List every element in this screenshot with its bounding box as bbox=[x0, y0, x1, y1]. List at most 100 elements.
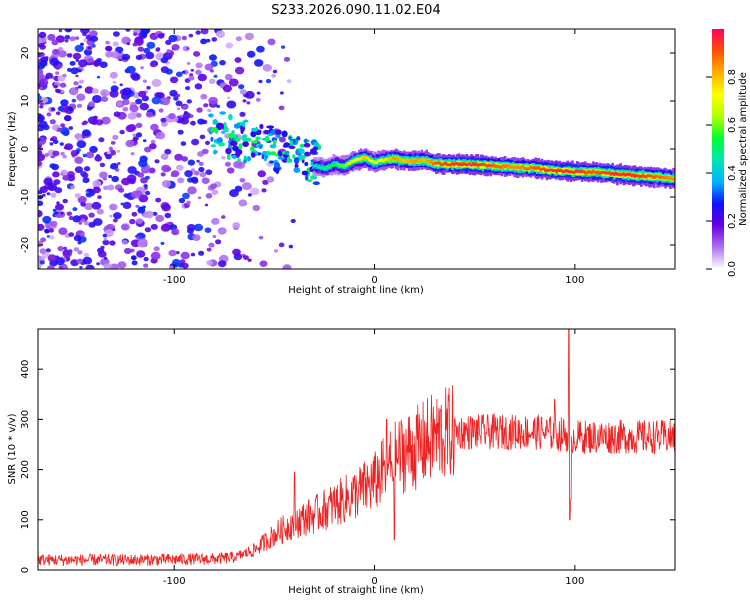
ridge-cell bbox=[463, 162, 467, 166]
ridge-cell bbox=[334, 163, 337, 167]
noise-cell bbox=[171, 170, 180, 178]
noise-cell bbox=[186, 228, 194, 234]
noise-cell bbox=[169, 76, 179, 84]
ridge-cell bbox=[500, 165, 504, 169]
snr-y-tick-label: 0 bbox=[20, 567, 31, 573]
ridge-cell bbox=[553, 169, 557, 172]
noise-cell bbox=[84, 86, 94, 94]
noise-cell bbox=[73, 247, 80, 252]
transition-cell bbox=[242, 120, 246, 128]
noise-cell bbox=[42, 215, 52, 224]
noise-cell bbox=[206, 247, 212, 252]
noise-cell bbox=[226, 167, 235, 174]
noise-cell bbox=[193, 223, 204, 232]
ridge-cell bbox=[635, 174, 638, 177]
noise-cell bbox=[193, 170, 200, 176]
noise-cell bbox=[88, 221, 96, 228]
snr-ticks: -100 0 100 0 100 200 300 400 bbox=[20, 329, 675, 587]
noise-cell bbox=[39, 86, 44, 90]
ridge-cell bbox=[670, 176, 674, 180]
ridge-cell bbox=[561, 170, 565, 174]
noise-cell bbox=[182, 104, 189, 110]
noise-cell bbox=[190, 168, 196, 173]
ridge-cell bbox=[316, 165, 319, 169]
ridge-cell bbox=[593, 170, 597, 174]
ridge-cell bbox=[431, 162, 435, 166]
noise-cell bbox=[143, 256, 149, 262]
noise-cell bbox=[112, 218, 118, 223]
noise-cell bbox=[113, 111, 121, 117]
noise-cell bbox=[179, 259, 186, 264]
ridge-cell bbox=[314, 164, 318, 167]
noise-cell bbox=[195, 62, 203, 69]
figure-title: S233.2026.090.11.02.E04 bbox=[271, 3, 440, 18]
transition-cell bbox=[263, 129, 271, 135]
ridge-cell bbox=[427, 160, 430, 163]
noise-cell bbox=[169, 89, 178, 97]
noise-cell bbox=[144, 210, 154, 219]
noise-cell bbox=[90, 35, 99, 42]
ridge-cell bbox=[313, 164, 316, 168]
noise-cell bbox=[75, 74, 79, 78]
ridge-cell bbox=[399, 158, 403, 162]
noise-cell bbox=[124, 247, 132, 255]
transition-cell bbox=[285, 150, 290, 156]
noise-cell bbox=[181, 70, 186, 74]
noise-cell bbox=[239, 111, 246, 117]
noise-cell bbox=[282, 264, 292, 269]
noise-cell bbox=[185, 86, 191, 91]
noise-cell bbox=[205, 140, 210, 145]
transition-cell bbox=[246, 156, 251, 162]
transition-cell bbox=[269, 160, 274, 164]
noise-cell bbox=[196, 107, 203, 113]
transition-cell bbox=[258, 144, 263, 149]
noise-cell bbox=[105, 45, 113, 52]
noise-cell bbox=[200, 29, 209, 35]
ridge-cell bbox=[569, 170, 573, 173]
transition-cell bbox=[232, 145, 239, 152]
ridge-cell bbox=[470, 163, 473, 167]
noise-cell bbox=[244, 32, 254, 41]
ridge-cell bbox=[350, 160, 353, 164]
noise-cell bbox=[188, 33, 194, 38]
noise-cell bbox=[184, 170, 193, 178]
ridge-cell bbox=[417, 159, 420, 163]
noise-cell bbox=[129, 104, 139, 113]
transition-cell bbox=[210, 144, 216, 148]
ridge-cell bbox=[606, 171, 610, 175]
noise-cell bbox=[209, 54, 217, 61]
noise-cell bbox=[39, 260, 45, 265]
noise-cell bbox=[74, 193, 81, 199]
transition-cell bbox=[210, 136, 214, 142]
noise-cell bbox=[109, 71, 118, 79]
noise-cell bbox=[176, 164, 184, 171]
noise-cell bbox=[52, 171, 60, 178]
noise-cell bbox=[71, 98, 77, 103]
noise-cell bbox=[234, 57, 242, 63]
ridge-cell bbox=[486, 161, 489, 168]
ridge-cell bbox=[673, 178, 675, 181]
transition-cell bbox=[213, 149, 217, 155]
noise-cell bbox=[242, 99, 247, 103]
noise-cell bbox=[213, 74, 218, 78]
noise-cell bbox=[131, 73, 141, 81]
noise-cell bbox=[161, 164, 171, 173]
noise-cell bbox=[83, 221, 90, 226]
ridge-cell bbox=[354, 158, 358, 162]
ridge-cell bbox=[585, 171, 589, 175]
noise-cell bbox=[102, 233, 108, 238]
noise-cell bbox=[208, 78, 216, 84]
ridge-cell bbox=[604, 171, 608, 175]
ridge-cell bbox=[327, 165, 331, 169]
noise-cell bbox=[262, 179, 269, 185]
ridge-cell bbox=[579, 169, 582, 173]
ridge-cell bbox=[372, 160, 376, 164]
noise-cell bbox=[43, 177, 53, 186]
noise-cell bbox=[110, 162, 119, 170]
snr-x-tick-label: 100 bbox=[565, 576, 584, 587]
transition-cell bbox=[272, 139, 277, 146]
noise-cell bbox=[278, 242, 285, 248]
ridge-cell bbox=[330, 164, 334, 167]
noise-cell bbox=[182, 192, 190, 199]
